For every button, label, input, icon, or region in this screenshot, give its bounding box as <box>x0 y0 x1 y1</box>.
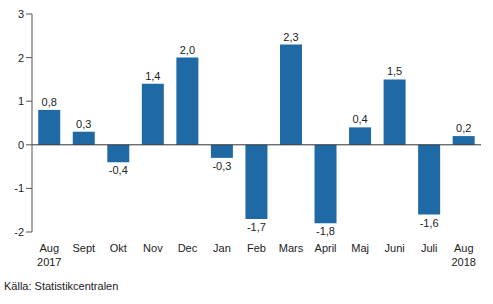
svg-text:0,8: 0,8 <box>42 96 57 108</box>
svg-text:0,3: 0,3 <box>76 118 91 130</box>
svg-text:-1,6: -1,6 <box>420 217 439 229</box>
svg-text:0: 0 <box>18 139 24 151</box>
svg-text:Mars: Mars <box>279 242 304 254</box>
svg-text:0,4: 0,4 <box>352 113 367 125</box>
svg-text:-1,7: -1,7 <box>247 221 266 233</box>
svg-text:1: 1 <box>18 95 24 107</box>
svg-text:0,2: 0,2 <box>456 122 471 134</box>
svg-text:Aug: Aug <box>39 242 59 254</box>
svg-text:2018: 2018 <box>451 256 475 268</box>
svg-text:-1: -1 <box>14 182 24 194</box>
svg-text:-1,8: -1,8 <box>316 225 335 237</box>
svg-text:Feb: Feb <box>247 242 266 254</box>
svg-text:Sept: Sept <box>72 242 95 254</box>
svg-text:Nov: Nov <box>143 242 163 254</box>
svg-text:Maj: Maj <box>351 242 369 254</box>
html-text:Källa: Statistikcentralen: Källa: Statistikcentralen <box>4 280 119 292</box>
svg-text:Juli: Juli <box>421 242 438 254</box>
svg-text:Okt: Okt <box>110 242 127 254</box>
svg-text:Jan: Jan <box>213 242 231 254</box>
svg-text:2,3: 2,3 <box>283 31 298 43</box>
svg-text:-0,3: -0,3 <box>212 160 231 172</box>
svg-text:1,4: 1,4 <box>145 70 160 82</box>
svg-text:-2: -2 <box>14 226 24 238</box>
svg-text:2017: 2017 <box>37 256 61 268</box>
svg-text:2,0: 2,0 <box>180 44 195 56</box>
svg-text:3: 3 <box>18 8 24 20</box>
svg-text:-0,4: -0,4 <box>109 164 128 176</box>
svg-text:2: 2 <box>18 52 24 64</box>
svg-text:1,5: 1,5 <box>387 65 402 77</box>
svg-text:April: April <box>315 242 337 254</box>
svg-text:Juni: Juni <box>385 242 405 254</box>
svg-text:Dec: Dec <box>178 242 198 254</box>
svg-text:Aug: Aug <box>454 242 474 254</box>
